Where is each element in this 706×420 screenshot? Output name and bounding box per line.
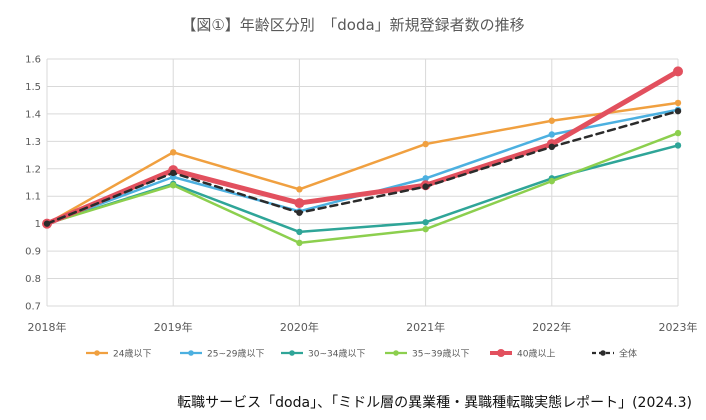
series-1 bbox=[43, 99, 682, 227]
data-point bbox=[296, 228, 303, 236]
y-tick-label: 0.8 bbox=[25, 274, 41, 285]
data-point bbox=[548, 177, 555, 185]
legend-item: 25~29歳以下 bbox=[180, 348, 264, 360]
legend-label: 全体 bbox=[619, 348, 637, 360]
data-point bbox=[422, 175, 429, 182]
y-tick-label: 0.7 bbox=[25, 302, 41, 313]
data-point bbox=[422, 225, 429, 233]
legend-item: 全体 bbox=[592, 348, 637, 360]
series-line bbox=[45, 131, 680, 245]
y-tick-label: 1 bbox=[35, 219, 41, 230]
source-caption: 転職サービス「doda」、「ミドル層の異業種・異職種転職実態レポート」(2024… bbox=[177, 395, 692, 411]
legend-label: 30~34歳以下 bbox=[308, 348, 365, 360]
legend-item: 40歳以上 bbox=[490, 348, 555, 360]
x-tick-label: 2020年 bbox=[280, 320, 319, 334]
data-point bbox=[674, 99, 682, 107]
series-5 bbox=[42, 66, 683, 229]
x-tick-label: 2018年 bbox=[28, 320, 67, 334]
legend-item: 30~34歳以下 bbox=[281, 348, 365, 360]
legend: 24歳以下 25~29歳以下 30~34歳以下 35~39歳以下 40歳以上 全体 bbox=[86, 348, 637, 360]
data-point bbox=[674, 142, 682, 149]
legend-marker bbox=[94, 350, 100, 356]
x-tick-label: 2023年 bbox=[659, 320, 698, 334]
y-tick-label: 1.4 bbox=[25, 109, 41, 120]
data-point bbox=[673, 66, 683, 77]
x-axis-ticks: 2018年 2019年 2020年 2021年 2022年 2023年 bbox=[28, 320, 698, 334]
legend-label: 24歳以下 bbox=[113, 348, 151, 360]
y-tick-label: 1.5 bbox=[25, 82, 41, 93]
data-point bbox=[422, 183, 429, 190]
y-axis-ticks: 0.7 0.8 0.9 1 1.1 1.2 1.3 1.4 1.5 1.6 bbox=[25, 55, 41, 313]
y-tick-label: 0.9 bbox=[25, 247, 41, 258]
legend-marker bbox=[289, 350, 295, 356]
series-group bbox=[42, 66, 683, 247]
data-point bbox=[674, 107, 682, 115]
data-point bbox=[43, 220, 51, 227]
data-point bbox=[296, 186, 303, 193]
legend-marker bbox=[188, 350, 194, 356]
x-tick-label: 2019年 bbox=[154, 320, 193, 334]
data-point bbox=[170, 169, 177, 177]
data-point bbox=[296, 209, 303, 216]
legend-marker bbox=[393, 350, 399, 356]
legend-marker bbox=[497, 349, 505, 357]
series-4 bbox=[43, 129, 682, 247]
x-tick-label: 2021年 bbox=[406, 320, 445, 334]
data-point bbox=[170, 182, 177, 189]
chart-title: 【図①】年齢区分別 「doda」新規登録者数の推移 bbox=[181, 16, 525, 34]
data-point bbox=[548, 143, 555, 151]
legend-label: 40歳以上 bbox=[517, 348, 555, 360]
legend-item: 35~39歳以下 bbox=[385, 348, 469, 360]
series-line bbox=[45, 101, 680, 225]
data-point bbox=[296, 239, 303, 247]
series-line bbox=[45, 109, 680, 225]
legend-label: 25~29歳以下 bbox=[207, 348, 264, 360]
y-tick-label: 1.6 bbox=[25, 55, 41, 66]
x-tick-label: 2022年 bbox=[532, 320, 571, 334]
y-tick-label: 1.1 bbox=[25, 192, 41, 203]
data-point bbox=[294, 198, 305, 209]
data-point bbox=[674, 129, 682, 137]
legend-item: 24歳以下 bbox=[86, 348, 151, 360]
data-point bbox=[548, 131, 555, 138]
data-point bbox=[170, 149, 177, 156]
legend-label: 35~39歳以下 bbox=[412, 348, 469, 360]
y-tick-label: 1.3 bbox=[25, 137, 41, 148]
y-tick-label: 1.2 bbox=[25, 164, 41, 175]
data-point bbox=[422, 219, 429, 226]
data-point bbox=[422, 140, 429, 148]
data-point bbox=[548, 117, 555, 124]
series-6 bbox=[43, 107, 682, 227]
legend-marker bbox=[600, 350, 606, 356]
series-line bbox=[44, 68, 681, 227]
